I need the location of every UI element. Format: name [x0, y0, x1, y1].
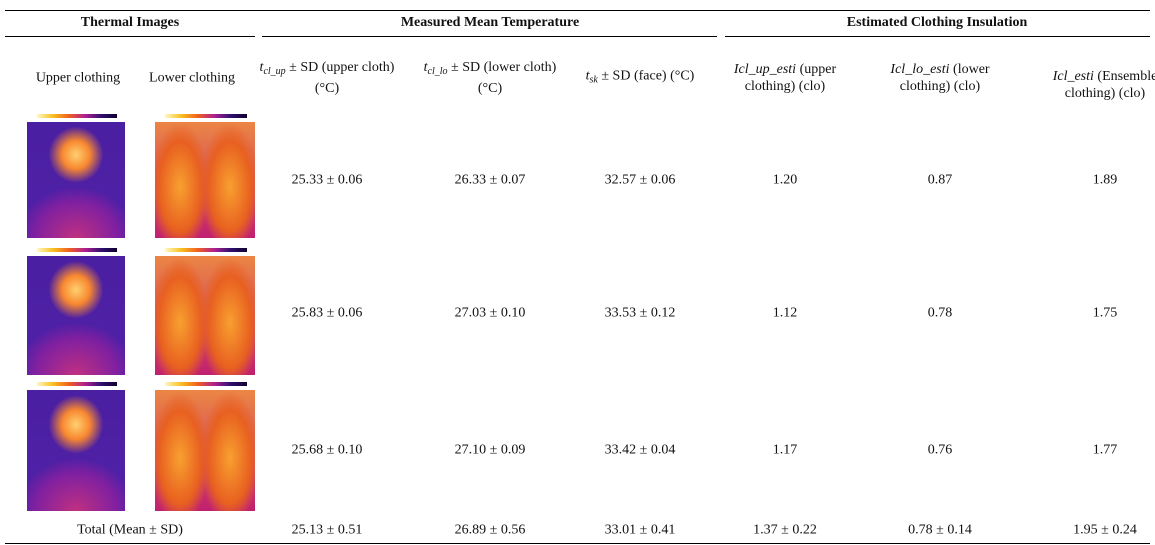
column-header: tsk ± SD (face) (°C) [580, 68, 700, 89]
group-rule [262, 36, 717, 37]
color-scale [155, 110, 255, 122]
total-cell: 0.78 ± 0.14 [908, 522, 972, 538]
color-scale [155, 378, 255, 390]
header-text: Upper clothing [35, 70, 121, 86]
subscript: cl_lo [427, 66, 448, 77]
total-label: Total (Mean ± SD) [77, 522, 183, 538]
column-header: Upper clothing [33, 70, 123, 87]
header-text: ± SD (face) (°C) [601, 68, 695, 84]
group-header: Measured Mean Temperature [400, 15, 580, 30]
table-cell: 25.33 ± 0.06 [291, 172, 363, 188]
header-text: (upper clothing) (clo) [744, 62, 837, 94]
thermal-image [27, 110, 125, 238]
table-cell: 0.76 [927, 442, 953, 458]
column-header: Icl_lo_esti (lower clothing) (clo) [865, 61, 1015, 95]
total-cell: 1.95 ± 0.24 [1073, 522, 1137, 538]
header-text: (lower clothing) (clo) [899, 62, 990, 94]
thermal-image [155, 244, 255, 375]
header-text: ± SD (upper cloth) (°C) [289, 60, 395, 96]
total-cell: 1.37 ± 0.22 [753, 522, 817, 538]
table-cell: 32.57 ± 0.06 [604, 172, 676, 188]
bottom-rule [5, 543, 1150, 544]
symbol: t [585, 68, 590, 84]
color-scale [155, 244, 255, 256]
column-header: tcl_lo ± SD (lower cloth) (°C) [415, 59, 565, 97]
table-cell: 33.42 ± 0.04 [604, 442, 676, 458]
thermal-image [27, 378, 125, 511]
table-cell: 1.77 [1092, 442, 1118, 458]
total-cell: 26.89 ± 0.56 [454, 522, 526, 538]
header-text: (Ensemble clothing) (clo) [1064, 69, 1155, 101]
table-cell: 25.68 ± 0.10 [291, 442, 363, 458]
symbol: Icl_esti [1052, 69, 1094, 84]
thermal-image [27, 244, 125, 375]
header-text: Lower clothing [149, 70, 235, 86]
column-header: Lower clothing [147, 70, 237, 87]
group-rule [725, 36, 1150, 37]
symbol: t [423, 60, 428, 75]
symbol: Icl_up_esti [733, 62, 797, 77]
table-cell: 33.53 ± 0.12 [604, 305, 676, 321]
color-scale [27, 378, 125, 390]
table-cell: 25.83 ± 0.06 [291, 305, 363, 321]
column-header: Icl_esti (Ensemble clothing) (clo) [1050, 68, 1155, 102]
subscript: sk [589, 74, 598, 86]
table-cell: 1.20 [772, 172, 798, 188]
table-cell: 0.87 [927, 172, 953, 188]
total-cell: 25.13 ± 0.51 [291, 522, 363, 538]
table-cell: 0.78 [927, 305, 953, 321]
color-scale [27, 244, 125, 256]
table-cell: 27.03 ± 0.10 [454, 305, 526, 321]
column-header: tcl_up ± SD (upper cloth) (°C) [252, 59, 402, 97]
table-cell: 1.17 [772, 442, 798, 458]
table-cell: 1.12 [772, 305, 798, 321]
subscript: cl_up [263, 66, 286, 77]
group-rule [5, 36, 255, 37]
table-cell: 1.75 [1092, 305, 1118, 321]
header-text: ± SD (lower cloth) (°C) [451, 60, 557, 96]
color-scale [27, 110, 125, 122]
column-header: Icl_up_esti (upper clothing) (clo) [710, 61, 860, 95]
top-rule [5, 10, 1150, 11]
group-header: Estimated Clothing Insulation [846, 15, 1028, 30]
thermal-image [155, 378, 255, 511]
table-cell: 27.10 ± 0.09 [454, 442, 526, 458]
symbol: Icl_lo_esti [890, 62, 950, 77]
symbol: t [259, 60, 264, 75]
thermal-image [155, 110, 255, 238]
total-cell: 33.01 ± 0.41 [604, 522, 676, 538]
table-cell: 26.33 ± 0.07 [454, 172, 526, 188]
group-header: Thermal Images [80, 15, 180, 30]
table-cell: 1.89 [1092, 172, 1118, 188]
